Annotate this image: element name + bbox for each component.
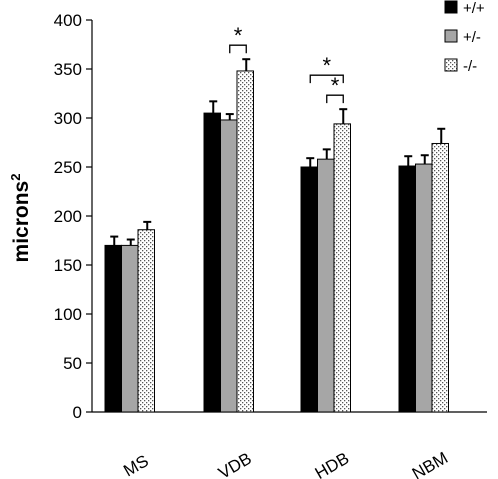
legend-swatch: [444, 58, 458, 72]
y-axis-label: microns2: [8, 174, 33, 263]
bar-nbm-series-1: [398, 165, 416, 413]
significance-marker: *: [322, 53, 331, 78]
y-axis-label-text: microns: [10, 181, 33, 263]
significance-bracket: [229, 44, 247, 54]
significance-bracket: [326, 94, 344, 104]
category-label: VDB: [215, 449, 255, 479]
category-label: HDB: [312, 449, 353, 479]
y-tick-label: 150: [54, 256, 82, 275]
bar-ms-series-3: [137, 229, 155, 413]
bar-hdb-series-3: [333, 123, 351, 413]
legend-label: +/-: [463, 29, 481, 46]
y-tick-label: 100: [54, 305, 82, 324]
bar-vdb-series-1: [203, 112, 221, 413]
y-tick-label: 400: [54, 11, 82, 30]
y-axis-label-superscript: 2: [8, 174, 23, 181]
significance-marker: *: [331, 73, 340, 98]
y-tick-label: 250: [54, 158, 82, 177]
y-tick-label: 0: [73, 403, 82, 422]
category-label: MS: [120, 451, 152, 479]
bar-nbm-series-2: [415, 163, 433, 413]
category-label: NBM: [409, 448, 451, 479]
bar-hdb-series-1: [300, 166, 318, 413]
bar-hdb-series-2: [317, 158, 335, 413]
legend-label: +/+: [463, 0, 485, 17]
bar-ms-series-2: [121, 244, 139, 413]
significance-group: ***: [229, 23, 344, 104]
bars-group: MS VDB HDB NBM: [104, 58, 451, 479]
bar-vdb-series-3: [236, 70, 254, 413]
bar-ms-series-1: [104, 244, 122, 413]
y-tick-label: 200: [54, 207, 82, 226]
significance-bracket: [309, 74, 344, 84]
significance-marker: *: [234, 23, 243, 48]
bar-nbm-series-3: [431, 142, 449, 413]
bar-vdb-series-2: [220, 119, 238, 413]
axes: 0 50 100 150 200 250 300 350 400: [54, 11, 487, 422]
y-tick-label: 50: [63, 354, 82, 373]
legend-label: -/-: [463, 58, 477, 75]
legend-swatch: [444, 0, 458, 14]
legend-swatch: [444, 29, 458, 43]
y-tick-label: 350: [54, 60, 82, 79]
y-tick-label: 300: [54, 109, 82, 128]
legend: +/+ +/- -/-: [444, 0, 485, 75]
